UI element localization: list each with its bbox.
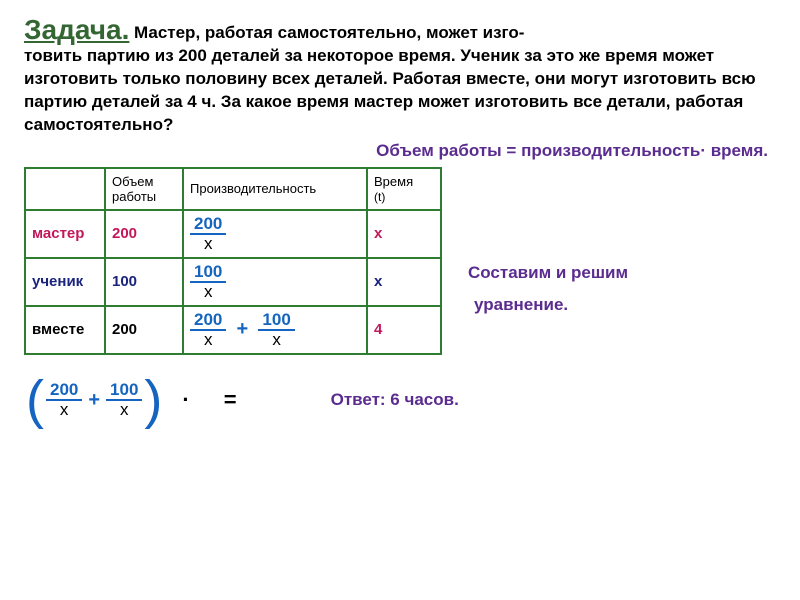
th-rate: Производительность: [183, 168, 367, 210]
problem-line1: Мастер, работая самостоятельно, может из…: [24, 22, 776, 45]
label-together: вместе: [25, 306, 105, 354]
row-student: ученик 100 100 x x: [25, 258, 441, 306]
eq-frac1-den: x: [46, 401, 82, 419]
vol-student: 100: [105, 258, 183, 306]
frac-student-num: 100: [190, 263, 226, 283]
eq-operator: =: [210, 387, 251, 413]
frac-master-num: 200: [190, 215, 226, 235]
side-line2: уравнение.: [468, 289, 628, 321]
eq-frac1-num: 200: [46, 381, 82, 401]
eq-frac2-den: x: [106, 401, 142, 419]
rate-together: 200 x + 100 x: [183, 306, 367, 354]
frac-master-den: x: [190, 235, 226, 253]
vol-together: 200: [105, 306, 183, 354]
side-note: Составим и решим уравнение.: [468, 257, 628, 322]
frac-t2-num: 100: [258, 311, 294, 331]
rate-master: 200 x: [183, 210, 367, 258]
data-table: Объем работы Производительность Время (t…: [24, 167, 442, 355]
th-time: Время (t): [367, 168, 441, 210]
eq-frac1: 200 x: [46, 381, 82, 419]
frac-master: 200 x: [190, 215, 226, 253]
vol-master: 200: [105, 210, 183, 258]
task-title: Задача.: [24, 14, 129, 46]
frac-t2-den: x: [258, 331, 294, 349]
table-section: Объем работы Производительность Время (t…: [24, 167, 776, 355]
frac-student: 100 x: [190, 263, 226, 301]
th-volume: Объем работы: [105, 168, 183, 210]
th-empty: [25, 168, 105, 210]
frac-t1-num: 200: [190, 311, 226, 331]
time-master: x: [367, 210, 441, 258]
eq-frac2: 100 x: [106, 381, 142, 419]
formula: Объем работы = производительность· время…: [24, 141, 776, 161]
row-master: мастер 200 200 x x: [25, 210, 441, 258]
dot-operator: ·: [164, 387, 209, 413]
frac-t1: 200 x: [190, 311, 226, 349]
side-line1: Составим и решим: [468, 257, 628, 289]
eq-plus: +: [82, 389, 106, 412]
answer-text: Ответ: 6 часов.: [331, 390, 459, 410]
frac-t1-den: x: [190, 331, 226, 349]
th-time-sub: (t): [374, 190, 385, 204]
equation-row: ( 200 x + 100 x ) · = Ответ: 6 часов.: [24, 379, 776, 422]
rparen: ): [142, 379, 164, 422]
eq-frac2-num: 100: [106, 381, 142, 401]
time-together: 4: [367, 306, 441, 354]
bracket-expression: ( 200 x + 100 x ): [24, 379, 164, 422]
lparen: (: [24, 379, 46, 422]
th-time-label: Время: [374, 174, 413, 189]
plus-together: +: [231, 318, 255, 341]
frac-student-den: x: [190, 283, 226, 301]
header-row: Объем работы Производительность Время (t…: [25, 168, 441, 210]
label-master: мастер: [25, 210, 105, 258]
problem-rest: товить партию из 200 деталей за некоторо…: [24, 46, 756, 134]
label-student: ученик: [25, 258, 105, 306]
rate-student: 100 x: [183, 258, 367, 306]
row-together: вместе 200 200 x + 100 x 4: [25, 306, 441, 354]
frac-t2: 100 x: [258, 311, 294, 349]
time-student: x: [367, 258, 441, 306]
problem-text: Мастер, работая самостоятельно, может из…: [24, 22, 776, 137]
